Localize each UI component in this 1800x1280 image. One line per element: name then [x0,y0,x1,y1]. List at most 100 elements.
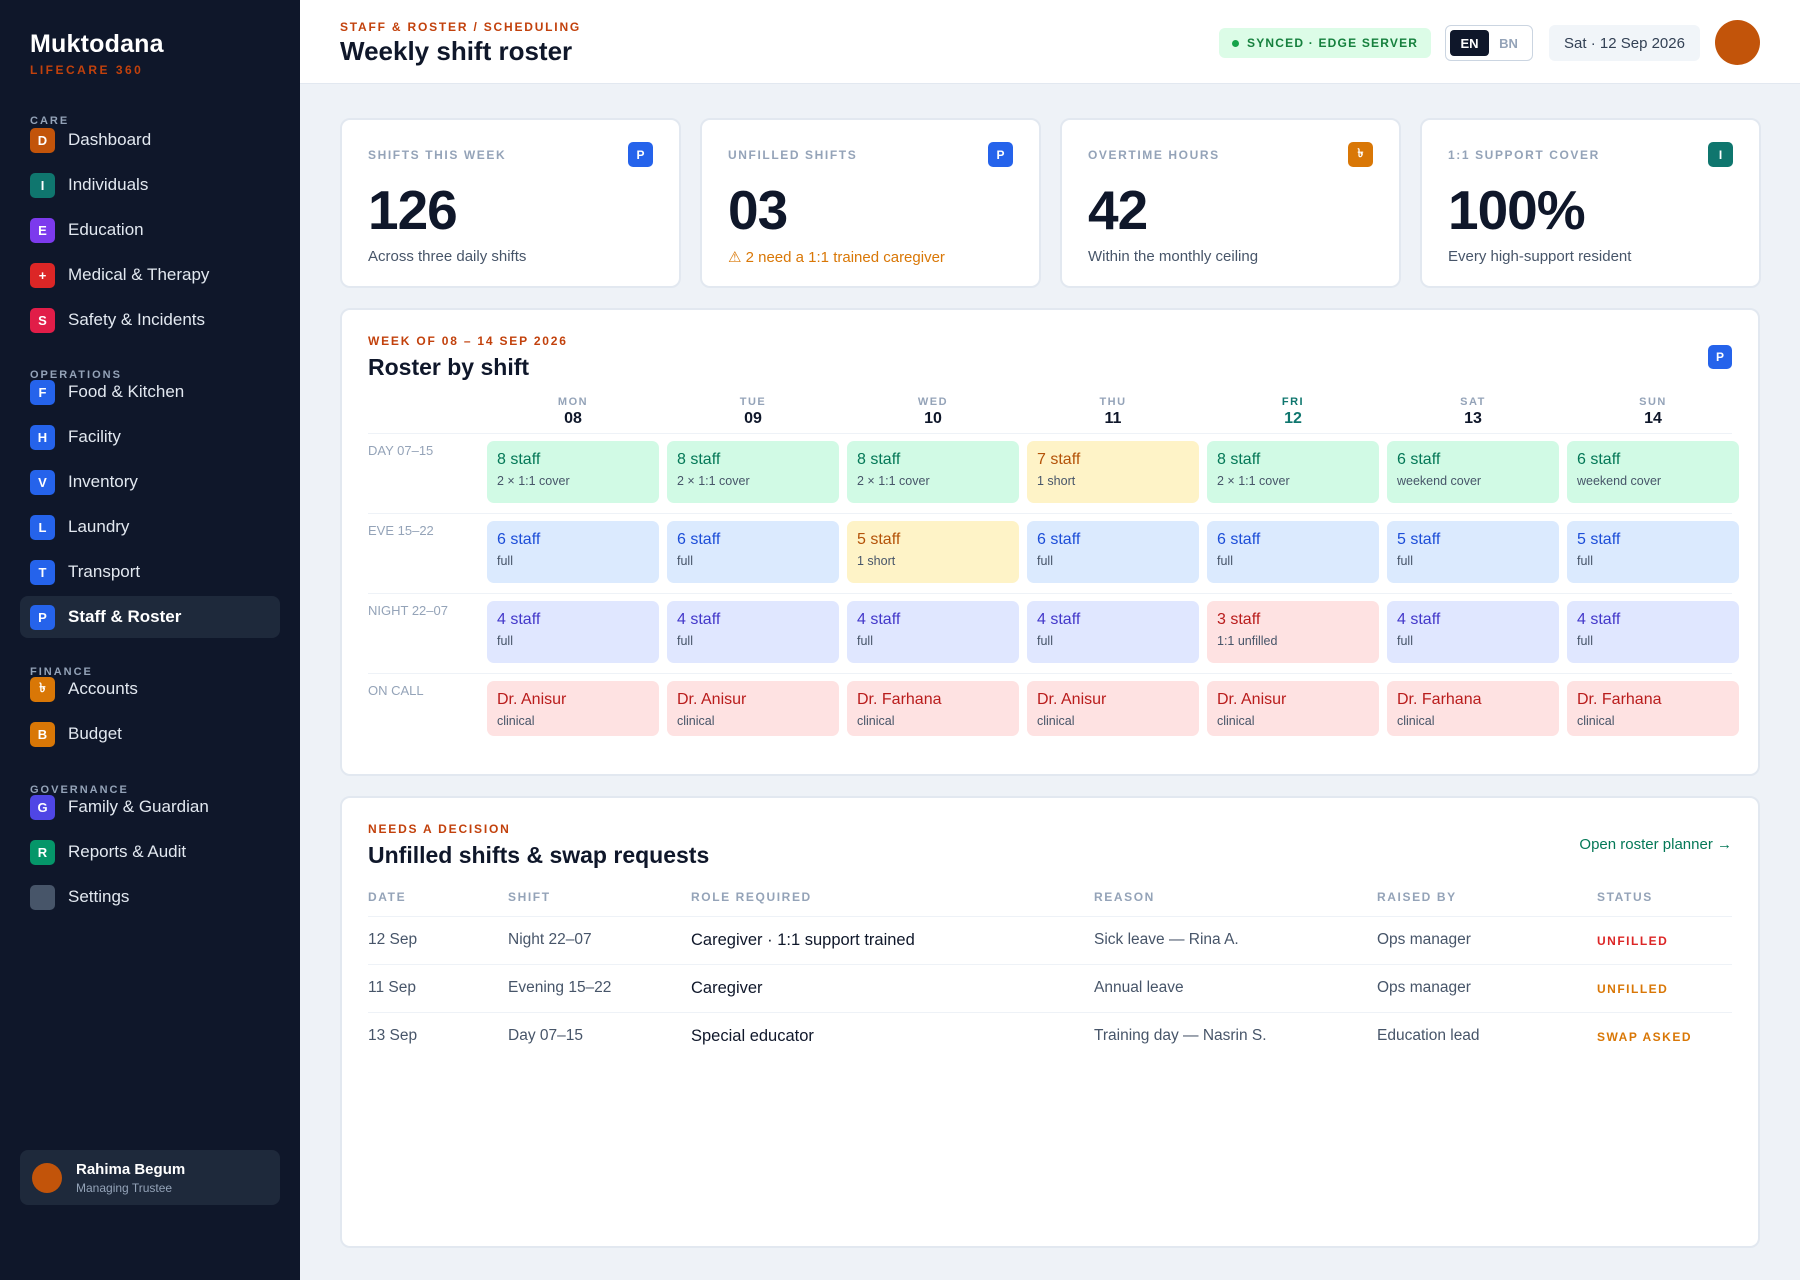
roster-cell-count: Dr. Anisur [1037,691,1107,708]
sidebar-item-label: Safety & Incidents [68,310,206,329]
roster-cell[interactable]: 4 staff full [1027,601,1199,663]
table-row[interactable]: 13 Sep Day 07–15 Special educator Training … [368,1012,1732,1060]
roster-cell-count: 5 staff [857,531,901,548]
roster-cell-count: Dr. Anisur [1217,691,1287,708]
day-name: SAT [1460,396,1486,408]
roster-cell-count: Dr. Farhana [857,691,942,708]
day-number: 14 [1644,410,1662,427]
roster-cell[interactable]: 5 staff 1 short [847,521,1019,583]
lang-en-button[interactable]: EN [1450,30,1489,56]
kpi-label: UNFILLED SHIFTS [728,148,858,162]
roster-cell-note: 2 × 1:1 cover [497,474,570,488]
roster-cell[interactable]: 6 staff full [487,521,659,583]
roster-cell[interactable]: 8 staff 2 × 1:1 cover [667,441,839,503]
roster-cell[interactable]: 5 staff full [1567,521,1739,583]
roster-cell[interactable]: Dr. Anisur clinical [1207,681,1379,736]
cell-reason: Annual leave [1094,979,1184,996]
roster-cell[interactable]: Dr. Farhana clinical [1567,681,1739,736]
sidebar-item-label: Transport [68,562,141,581]
roster-cell[interactable]: 6 staff weekend cover [1567,441,1739,503]
roster-cell-count: Dr. Farhana [1397,691,1482,708]
roster-cell[interactable]: 5 staff full [1387,521,1559,583]
table-row[interactable]: 11 Sep Evening 15–22 Caregiver Annual leave… [368,964,1732,1012]
roster-cell[interactable]: 3 staff 1:1 unfilled [1207,601,1379,663]
sidebar-item-food-kitchen[interactable]: F Food & Kitchen [20,371,280,413]
roster-cell[interactable]: 8 staff 2 × 1:1 cover [487,441,659,503]
row-divider [368,433,1732,434]
requests-eyebrow: NEEDS A DECISION [368,822,511,836]
roster-panel: WEEK OF 08 – 14 SEP 2026 Roster by shift… [340,308,1760,776]
roster-cell[interactable]: Dr. Farhana clinical [847,681,1019,736]
sidebar-item-family-guardian[interactable]: G Family & Guardian [20,786,280,828]
roster-cell[interactable]: 4 staff full [487,601,659,663]
roster-cell[interactable]: 7 staff 1 short [1027,441,1199,503]
requests-title: Unfilled shifts & swap requests [368,842,710,868]
cell-role-required: Caregiver [691,979,763,997]
roster-cell[interactable]: 8 staff 2 × 1:1 cover [1207,441,1379,503]
day-name: FRI [1281,396,1305,408]
roster-cell-note: weekend cover [1577,474,1662,488]
roster-cell-note: full [1037,554,1053,568]
kpi-tag-icon: ৳ [1348,142,1373,167]
roster-cell-note: full [677,634,693,648]
roster-cell-count: 6 staff [1397,451,1441,468]
roster-cell-count: 4 staff [857,611,901,628]
sidebar-item-transport[interactable]: T Transport [20,551,280,593]
roster-cell[interactable]: Dr. Farhana clinical [1387,681,1559,736]
roster-eyebrow: WEEK OF 08 – 14 SEP 2026 [368,334,568,348]
sidebar-item-budget[interactable]: B Budget [20,713,280,755]
sidebar-item-safety-incidents[interactable]: S Safety & Incidents [20,299,280,341]
user-card[interactable]: Rahima Begum Managing Trustee [20,1150,280,1205]
roster-cell[interactable]: Dr. Anisur clinical [1027,681,1199,736]
sidebar-item-dashboard[interactable]: D Dashboard [20,119,280,161]
roster-cell-note: full [1577,554,1593,568]
lang-bn-button[interactable]: BN [1499,35,1518,51]
roster-cell[interactable]: 8 staff 2 × 1:1 cover [847,441,1019,503]
column-header-reason: REASON [1094,890,1155,904]
sidebar-item-individuals[interactable]: I Individuals [20,164,280,206]
roster-cell-note: full [857,634,873,648]
requests-panel: NEEDS A DECISION Unfilled shifts & swap … [340,796,1760,1248]
inventory-icon: V [30,469,55,495]
medical-therapy-icon: + [30,262,55,288]
roster-cell[interactable]: 4 staff full [1567,601,1739,663]
roster-cell-note: full [1397,554,1413,568]
roster-cell[interactable]: 6 staff weekend cover [1387,441,1559,503]
roster-cell-count: 6 staff [497,531,541,548]
sidebar-item-accounts[interactable]: ৳ Accounts [20,668,280,710]
reports-audit-icon: R [30,839,55,865]
cell-shift: Evening 15–22 [508,979,612,996]
cell-date: 11 Sep [368,979,416,996]
roster-cell[interactable]: 6 staff full [667,521,839,583]
sidebar-item-inventory[interactable]: V Inventory [20,461,280,503]
sidebar-item-reports-audit[interactable]: R Reports & Audit [20,831,280,873]
roster-cell[interactable]: 6 staff full [1207,521,1379,583]
kpi-note: ⚠ 2 need a 1:1 trained caregiver [728,249,945,266]
sidebar-item-settings[interactable]: Settings [20,876,280,918]
sidebar-item-medical-therapy[interactable]: + Medical & Therapy [20,254,280,296]
sync-status-text: SYNCED · EDGE SERVER [1247,36,1419,50]
transport-icon: T [30,559,55,585]
sidebar-item-laundry[interactable]: L Laundry [20,506,280,548]
roster-cell[interactable]: 4 staff full [847,601,1019,663]
kpi-note: Within the monthly ceiling [1088,248,1259,265]
sidebar-item-label: Laundry [68,517,130,536]
table-row[interactable]: 12 Sep Night 22–07 Caregiver · 1:1 support… [368,916,1732,964]
open-roster-planner-link[interactable]: Open roster planner → [1579,836,1732,853]
sidebar-item-facility[interactable]: H Facility [20,416,280,458]
sidebar-item-label: Food & Kitchen [68,382,185,401]
roster-cell[interactable]: Dr. Anisur clinical [487,681,659,736]
sidebar-item-education[interactable]: E Education [20,209,280,251]
cell-date: 13 Sep [368,1027,418,1044]
avatar[interactable] [1715,20,1760,65]
shift-row-label: ON CALL [368,683,424,698]
sidebar-item-label: Settings [68,887,130,906]
roster-cell[interactable]: Dr. Anisur clinical [667,681,839,736]
sidebar-item-staff-roster[interactable]: P Staff & Roster [20,596,280,638]
sidebar-item-label: Family & Guardian [68,797,209,816]
roster-cell-note: 2 × 1:1 cover [857,474,930,488]
sidebar-item-label: Inventory [68,472,138,491]
roster-cell[interactable]: 4 staff full [1387,601,1559,663]
roster-cell[interactable]: 4 staff full [667,601,839,663]
roster-cell[interactable]: 6 staff full [1027,521,1199,583]
